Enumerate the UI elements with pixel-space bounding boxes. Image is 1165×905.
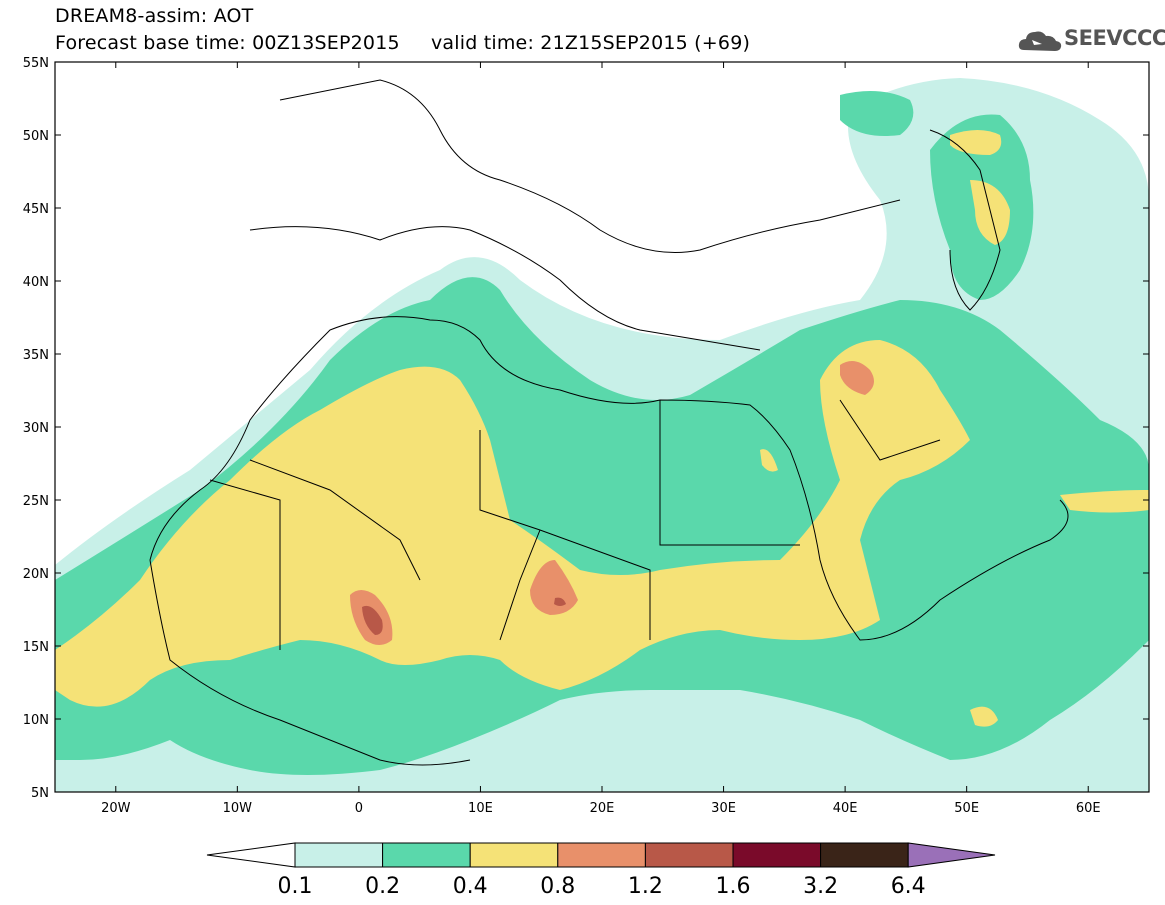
colorbar-label: 6.4 [891,874,926,899]
lon-tick-label: 10W [223,801,253,816]
colorbar-label: 1.2 [628,874,663,899]
colorbar-label: 0.8 [540,874,575,899]
lat-tick-label: 5N [31,786,49,801]
aot-level-1.2 [362,597,566,635]
chart-title-model: DREAM8-assim: AOT [55,5,254,27]
lat-tick-label: 45N [23,202,49,217]
colorbar-swatch [557,842,646,868]
colorbar-under-arrow [206,842,296,868]
aot-contours [55,62,1149,792]
lat-tick-label: 25N [23,494,49,509]
colorbar-label: 3.2 [803,874,838,899]
colorbar-swatch [644,842,734,868]
colorbar-swatch [469,842,559,868]
lon-tick-label: 0 [355,801,363,816]
logo-text: SEEVCCC [1064,26,1165,50]
lon-tick-label: 30E [711,801,736,816]
lat-tick-label: 35N [23,348,49,363]
cloud-icon [1018,31,1062,51]
colorbar-swatch [294,842,384,868]
lat-tick-label: 50N [23,129,49,144]
colorbar-label: 0.4 [453,874,488,899]
lon-tick-label: 20E [590,801,615,816]
colorbar-swatch [820,842,909,868]
lat-tick-label: 20N [23,567,49,582]
colorbar-label: 0.1 [278,874,313,899]
lat-axis: 55N 50N 45N 40N 35N 30N 25N 20N 15N 10N 5N [23,56,1149,801]
lat-tick-label: 15N [23,640,49,655]
lon-tick-label: 20W [101,801,131,816]
colorbar-swatch [382,842,471,868]
coastlines [149,79,1069,766]
chart-title-times: Forecast base time: 00Z13SEP2015 valid t… [55,32,751,54]
lat-tick-label: 55N [23,56,49,71]
colorbar-swatch [732,842,822,868]
lon-tick-label: 10E [468,801,493,816]
lat-tick-label: 30N [23,421,49,436]
colorbar: 0.1 0.2 0.4 0.8 1.2 1.6 3.2 6.4 [206,842,996,899]
aot-level-0.4 [55,130,1149,727]
colorbar-over-arrow [907,842,996,868]
lon-tick-label: 50E [954,801,979,816]
colorbar-label: 1.6 [716,874,751,899]
lon-tick-label: 60E [1076,801,1101,816]
lat-tick-label: 10N [23,713,49,728]
lon-axis: 20W 10W 0 10E 20E 30E 40E 50E 60E [101,62,1101,816]
lon-tick-label: 40E [833,801,858,816]
colorbar-label: 0.2 [365,874,400,899]
lat-tick-label: 40N [23,275,49,290]
